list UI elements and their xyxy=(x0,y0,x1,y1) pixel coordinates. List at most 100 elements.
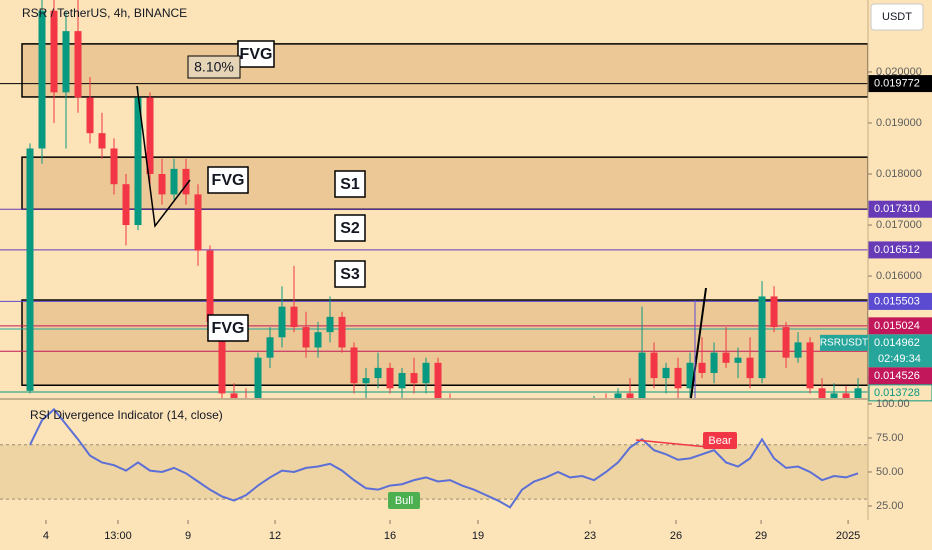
candle-body xyxy=(266,337,274,358)
annotation: FVG xyxy=(212,320,245,337)
candle-body xyxy=(278,306,286,338)
candle-body xyxy=(758,296,766,379)
candle-body xyxy=(86,97,94,134)
candle-body xyxy=(710,352,718,373)
candle-body xyxy=(674,367,682,389)
price-label-box xyxy=(868,334,932,368)
chart-title: RSR / TetherUS, 4h, BINANCE xyxy=(22,6,187,20)
rsi-line xyxy=(29,407,859,509)
candle-body xyxy=(770,296,778,328)
candle-body xyxy=(134,97,142,226)
candle-body xyxy=(326,316,334,333)
annotation: FVG xyxy=(240,46,273,63)
currency-button[interactable] xyxy=(870,3,924,31)
y-tick-label: 50.00 xyxy=(876,466,904,478)
y-tick-label: 0.016000 xyxy=(876,270,922,282)
candle-body xyxy=(218,321,226,394)
price-label-box xyxy=(868,75,932,93)
label-box xyxy=(334,170,366,198)
candle-body xyxy=(662,367,670,379)
annotation: FVG xyxy=(212,172,245,189)
y-tick-label: 25.00 xyxy=(876,500,904,512)
candle-body xyxy=(98,133,106,149)
candle-body xyxy=(50,10,58,93)
indicator-title: RSI Divergence Indicator (14, close) xyxy=(30,408,223,422)
candle-body xyxy=(338,316,346,348)
candle-body xyxy=(782,327,790,358)
symbol-box xyxy=(820,334,868,351)
candle-body xyxy=(314,332,322,348)
price-pane xyxy=(0,0,868,398)
y-tick-label: 0.020000 xyxy=(876,66,922,78)
price-label-box xyxy=(868,384,932,402)
candle-body xyxy=(626,393,634,398)
candle-body xyxy=(302,327,310,348)
zone xyxy=(21,43,868,98)
label-box xyxy=(207,314,249,342)
annotations: FVG 8.10% FVG S1 S2 S3 FVG Bull Bear xyxy=(187,40,737,509)
x-tick-label: 2025 xyxy=(836,530,860,542)
label-box xyxy=(334,260,366,288)
candle-body xyxy=(26,148,34,391)
x-tick-label: 12 xyxy=(269,530,281,542)
candle-body xyxy=(854,388,862,398)
candle-body xyxy=(818,388,826,398)
annotation: 8.10% xyxy=(194,59,234,75)
candle-body xyxy=(842,393,850,398)
candle-body xyxy=(254,357,262,398)
price-label-box xyxy=(868,200,932,218)
label-box xyxy=(207,166,249,194)
zone xyxy=(21,156,868,210)
price-label: 0.017310 xyxy=(874,203,920,215)
x-tick-label: 16 xyxy=(384,530,396,542)
y-tick-label: 0.018000 xyxy=(876,168,922,180)
annotation: Bull xyxy=(395,495,413,507)
x-tick-label: 26 xyxy=(670,530,682,542)
candle-body xyxy=(290,306,298,328)
price-label: 0.014526 xyxy=(874,370,920,382)
y-tick-label: 100.00 xyxy=(876,398,910,410)
candle-body xyxy=(38,10,46,149)
annotation: S2 xyxy=(340,220,360,237)
price-label: 0.015503 xyxy=(874,295,920,307)
x-tick-label: 23 xyxy=(584,530,596,542)
price-label-box xyxy=(868,292,932,310)
candle-body xyxy=(638,352,646,398)
candle-body xyxy=(110,148,118,185)
candle-body xyxy=(398,372,406,389)
candle-body xyxy=(194,194,202,251)
candle-body xyxy=(830,393,838,398)
candle-body xyxy=(122,184,130,226)
y-tick-label: 0.019000 xyxy=(876,117,922,129)
candle-body xyxy=(146,97,154,174)
price-label: 0.015024 xyxy=(874,320,920,332)
candle-body xyxy=(230,393,238,398)
candle-body xyxy=(686,362,694,389)
candle-body xyxy=(806,342,814,389)
trend-line xyxy=(690,287,707,399)
x-tick-label: 29 xyxy=(755,530,767,542)
symbol-label: RSRUSDT xyxy=(820,337,868,348)
price-label-box xyxy=(868,241,932,259)
candle-body xyxy=(374,367,382,379)
price-label: 0.019772 xyxy=(874,77,920,89)
label-box xyxy=(237,40,275,68)
bull-tag xyxy=(388,492,420,509)
countdown: 02:49:34 xyxy=(878,353,921,365)
annotation: Bear xyxy=(708,435,732,447)
rsi-pane xyxy=(0,407,868,509)
y-tick-label: 75.00 xyxy=(876,432,904,444)
price-label: 0.016512 xyxy=(874,244,920,256)
candle-body xyxy=(362,378,370,384)
candle-body xyxy=(698,362,706,373)
candle-body xyxy=(158,173,166,195)
price-label: 0.013728 xyxy=(874,387,920,399)
x-tick-label: 19 xyxy=(472,530,484,542)
axes: 0.020000 0.019000 0.018000 0.017000 0.016000… xyxy=(43,66,932,542)
price-label-box xyxy=(868,317,932,335)
trend-line xyxy=(136,85,191,228)
price-label: 0.014962 xyxy=(874,337,920,349)
x-tick-label: 13:00 xyxy=(104,530,132,542)
currency-label[interactable]: USDT xyxy=(882,11,912,23)
